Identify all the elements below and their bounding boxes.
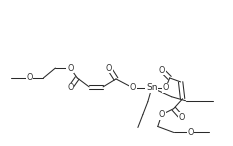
Text: O: O — [187, 128, 194, 137]
Text: O: O — [178, 113, 185, 122]
Text: O: O — [162, 83, 169, 92]
Text: O: O — [67, 64, 73, 73]
Text: O: O — [130, 83, 136, 92]
Text: O: O — [106, 64, 112, 73]
Text: O: O — [67, 83, 73, 92]
Text: O: O — [26, 73, 33, 82]
Text: O: O — [158, 66, 165, 74]
Text: Sn: Sn — [146, 83, 158, 92]
Text: O: O — [158, 110, 165, 119]
